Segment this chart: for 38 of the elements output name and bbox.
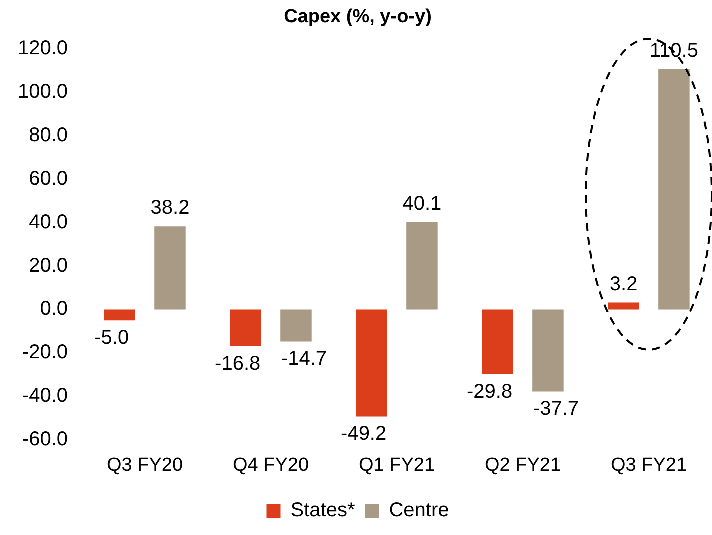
x-tick-label: Q2 FY21 xyxy=(484,454,562,476)
x-tick-label: Q1 FY21 xyxy=(359,454,436,476)
legend-label: Centre xyxy=(389,500,450,522)
bar xyxy=(658,69,690,310)
y-tick-label: 40.0 xyxy=(29,211,68,234)
y-tick-label: -40.0 xyxy=(22,385,68,408)
data-label: -14.7 xyxy=(281,348,328,370)
bar xyxy=(482,310,514,375)
data-label: 40.1 xyxy=(402,193,442,216)
bar xyxy=(230,310,262,346)
chart-title: Capex (%, y-o-y) xyxy=(284,6,432,28)
x-tick-label: Q3 FY20 xyxy=(107,454,184,476)
y-tick-label: -60.0 xyxy=(22,428,68,451)
bar xyxy=(280,310,312,342)
data-label: 38.2 xyxy=(150,197,190,220)
data-label: 110.5 xyxy=(650,40,698,62)
bar xyxy=(154,226,186,310)
data-label: -16.8 xyxy=(215,352,261,375)
bar xyxy=(356,310,388,417)
x-tick-label: Q4 FY20 xyxy=(233,454,310,476)
bar xyxy=(406,222,438,310)
y-tick-label: 80.0 xyxy=(29,124,68,146)
y-tick-label: 100.0 xyxy=(18,80,68,103)
bar xyxy=(532,310,564,392)
y-tick-label: -20.0 xyxy=(22,342,68,364)
data-label: -5.0 xyxy=(94,327,130,350)
data-label: -29.8 xyxy=(467,381,513,404)
y-tick-label: 120.0 xyxy=(18,37,68,60)
y-tick-label: 60.0 xyxy=(29,168,68,190)
x-tick-label: Q3 FY21 xyxy=(610,454,688,476)
y-tick-label: 0.0 xyxy=(40,298,68,320)
data-label: 3.2 xyxy=(610,273,638,296)
data-label: -37.7 xyxy=(533,398,580,420)
legend-label: States* xyxy=(290,500,356,522)
y-tick-label: 20.0 xyxy=(29,254,68,277)
bar xyxy=(608,302,640,310)
bar xyxy=(104,310,136,321)
data-label: -49.2 xyxy=(341,423,387,446)
